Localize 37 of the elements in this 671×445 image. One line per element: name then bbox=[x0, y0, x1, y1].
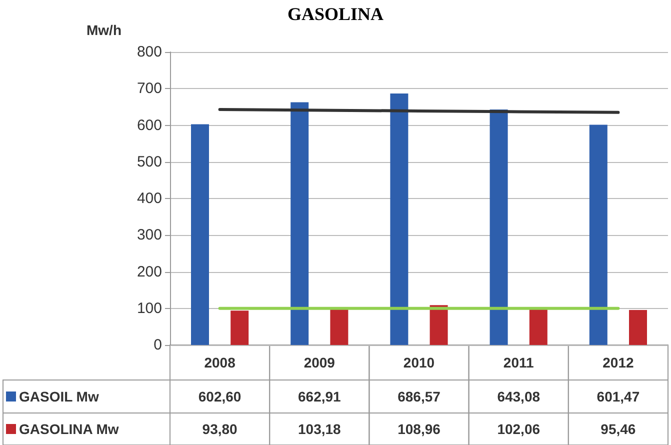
y-tick-label: 700 bbox=[136, 80, 162, 98]
bar bbox=[629, 310, 647, 345]
data-label: 108,96 bbox=[398, 421, 441, 437]
y-tick-label: 500 bbox=[136, 153, 162, 170]
data-label: 95,46 bbox=[600, 421, 636, 437]
y-tick-label: 100 bbox=[136, 300, 162, 317]
data-label: 686,57 bbox=[398, 388, 441, 404]
y-tick-label: 200 bbox=[136, 263, 162, 280]
bar bbox=[529, 308, 548, 345]
y-tick-label: 300 bbox=[136, 226, 162, 244]
y-axis-title: Mw/h bbox=[86, 22, 122, 38]
data-label: 103,18 bbox=[298, 421, 342, 437]
data-label: 93,80 bbox=[202, 421, 238, 437]
legend-label: GASOIL Mw bbox=[19, 388, 99, 404]
y-tick-label: 800 bbox=[136, 44, 162, 60]
y-tick-label: 0 bbox=[154, 336, 162, 354]
data-label: 601,47 bbox=[596, 388, 640, 404]
data-label: 102,06 bbox=[497, 421, 540, 437]
x-tick-label: 2010 bbox=[403, 354, 435, 370]
data-label: 662,91 bbox=[298, 388, 342, 404]
bar bbox=[490, 109, 508, 345]
data-label: 643,08 bbox=[497, 388, 540, 404]
bar bbox=[230, 310, 249, 345]
chart-title: GASOLINA bbox=[287, 4, 384, 24]
y-tick-label: 600 bbox=[136, 116, 162, 134]
bar bbox=[290, 102, 309, 345]
bar bbox=[589, 124, 608, 345]
bar bbox=[191, 124, 209, 345]
x-tick-label: 2011 bbox=[503, 354, 534, 370]
legend-label: GASOLINA Mw bbox=[19, 421, 119, 437]
x-tick-label: 2009 bbox=[304, 354, 336, 370]
data-label: 602,60 bbox=[198, 388, 242, 404]
x-tick-label: 2012 bbox=[602, 354, 634, 370]
x-tick-label: 2008 bbox=[204, 354, 236, 370]
y-tick-label: 400 bbox=[136, 190, 162, 207]
bar bbox=[390, 94, 408, 345]
bar bbox=[430, 305, 448, 345]
